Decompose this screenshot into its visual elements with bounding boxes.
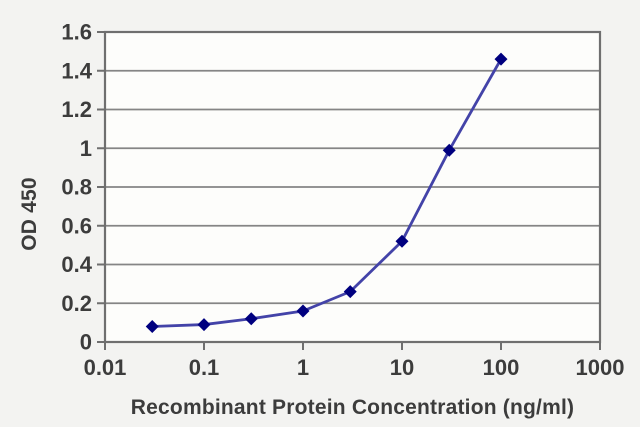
y-tick-label: 1.6 <box>61 20 92 45</box>
data-point-marker <box>442 143 456 157</box>
data-point-marker <box>145 320 159 333</box>
data-point-marker <box>395 234 409 248</box>
data-point-marker <box>494 52 508 66</box>
y-tick-label: 0.4 <box>61 252 92 277</box>
x-tick-label: 1 <box>297 355 309 380</box>
data-point-marker <box>244 312 258 326</box>
data-point-marker <box>343 285 357 299</box>
y-tick-label: 0.6 <box>61 213 92 238</box>
y-tick-label: 1 <box>80 136 92 161</box>
y-tick-label: 1.2 <box>61 97 92 122</box>
x-tick-label: 0.01 <box>84 355 127 380</box>
data-point-marker <box>197 318 211 332</box>
y-tick-label: 0.8 <box>61 175 92 200</box>
data-line <box>152 58 503 328</box>
y-axis-title: OD 450 <box>18 177 41 251</box>
y-tick-label: 1.4 <box>61 58 92 83</box>
x-axis-title: Recombinant Protein Concentration (ng/ml… <box>130 396 575 419</box>
x-tick-label: 100 <box>483 355 520 380</box>
plot-border <box>103 30 602 344</box>
y-tick-label: 0.2 <box>61 291 92 316</box>
x-tick-label: 1000 <box>576 355 625 380</box>
y-tick-label: 0 <box>80 330 92 355</box>
data-point-marker <box>296 304 310 318</box>
x-tick-label: 0.1 <box>189 355 220 380</box>
x-tick-label: 10 <box>390 355 414 380</box>
